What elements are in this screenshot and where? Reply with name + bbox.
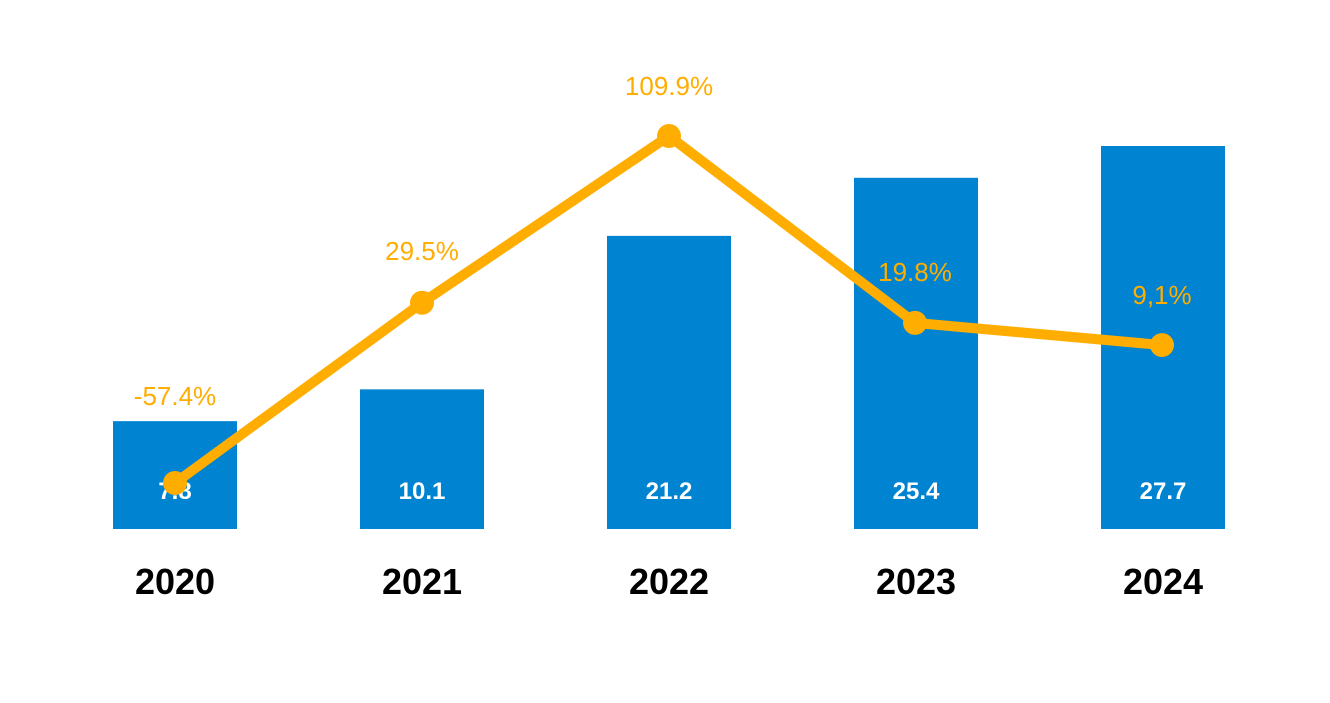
- growth-point-2023: [903, 310, 927, 335]
- category-label-2020: 2020: [135, 561, 215, 602]
- growth-point-2024: [1150, 333, 1174, 358]
- growth-label-2023: 19.8%: [878, 257, 952, 287]
- category-label-2022: 2022: [629, 561, 709, 602]
- growth-line-layer: [163, 124, 1174, 495]
- bar-value-label-2022: 21.2: [646, 478, 693, 505]
- bar-value-label-2023: 25.4: [893, 478, 940, 505]
- category-label-2024: 2024: [1123, 561, 1203, 602]
- category-labels-layer: 2020 2021 2022 2023 2024: [135, 561, 1203, 602]
- category-label-2023: 2023: [876, 561, 956, 602]
- bar-value-label-2021: 10.1: [399, 478, 446, 505]
- bar-2022: [607, 235, 731, 529]
- growth-point-2022: [657, 124, 681, 148]
- growth-label-2024: 9,1%: [1132, 280, 1191, 310]
- bar-labels-layer: 7.810.121.225.427.7: [158, 478, 1186, 505]
- growth-point-2020: [163, 471, 187, 495]
- growth-label-2020: -57.4%: [134, 381, 216, 411]
- bar-2023: [854, 177, 978, 529]
- growth-label-2021: 29.5%: [385, 236, 459, 266]
- bar-2021: [360, 389, 484, 529]
- growth-point-2021: [410, 290, 434, 315]
- bar-value-label-2024: 27.7: [1140, 478, 1187, 505]
- category-label-2021: 2021: [382, 561, 462, 602]
- growth-label-2022: 109.9%: [625, 71, 713, 101]
- growth-labels-layer: -57.4% 29.5% 109.9% 19.8% 9,1%: [134, 71, 1192, 411]
